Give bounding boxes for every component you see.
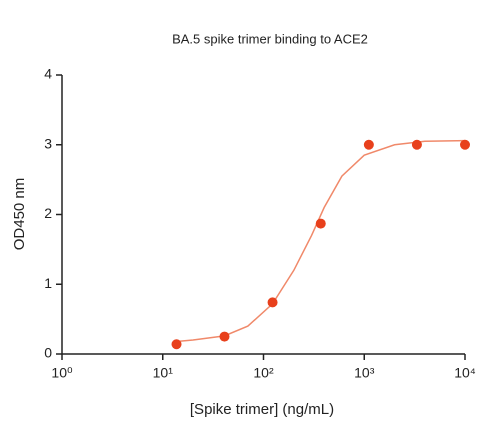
data-point: [267, 297, 278, 308]
y-tick-label: 2: [44, 205, 52, 221]
x-tick-label: 10³: [354, 365, 375, 381]
chart-title: BA.5 spike trimer binding to ACE2: [172, 31, 368, 46]
data-point: [315, 218, 326, 229]
fit-curve: [176, 139, 466, 343]
x-tick-label: 10¹: [153, 365, 174, 381]
y-tick-label: 1: [44, 275, 52, 291]
x-tick-label: 10⁰: [51, 365, 73, 381]
data-point: [171, 339, 182, 350]
x-axis-label: [Spike trimer] (ng/mL): [190, 401, 334, 418]
data-point: [363, 139, 374, 150]
y-tick-label: 4: [44, 66, 52, 82]
y-tick-label: 0: [44, 345, 52, 361]
y-axis-label: OD450 nm: [11, 178, 28, 251]
y-tick-label: 3: [44, 135, 52, 151]
data-point: [219, 331, 230, 342]
data-point: [411, 139, 422, 150]
x-tick-label: 10²: [253, 365, 274, 381]
x-tick-label: 10⁴: [454, 365, 476, 381]
data-point: [460, 139, 470, 150]
